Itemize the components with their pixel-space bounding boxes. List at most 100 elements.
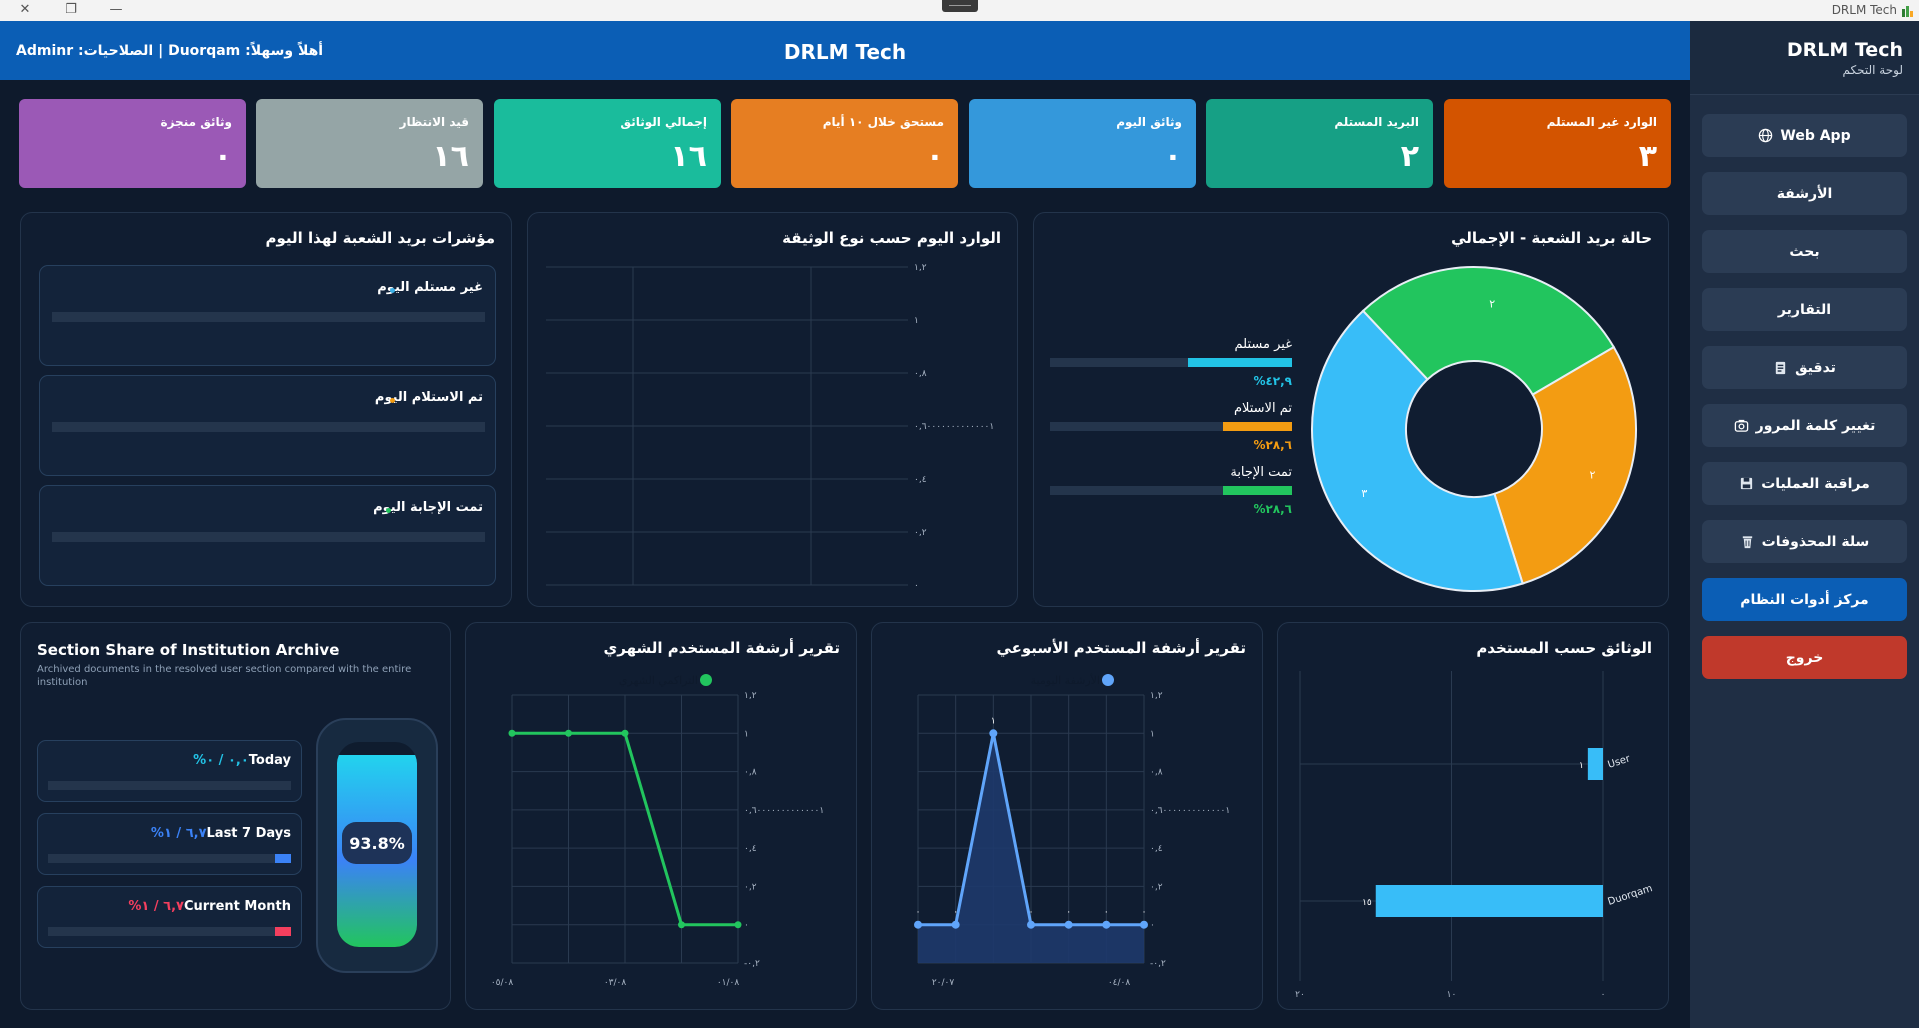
card-value: ٣ [1638,139,1657,174]
legend-swatch [1102,674,1114,686]
logout-label: خروج [1785,649,1824,666]
monthly-archive-chart: -٠,٢ ٠ ٠,٢ ٠,٤ ٠,٦٠٠٠٠٠٠٠٠٠٠٠٠٠١ ٠,٨ ١ ١,٢ ٠١/٠٨… [491,674,824,988]
operations-monitor-label: مراقبة العمليات [1761,475,1870,492]
globe-icon [1758,128,1773,143]
app-icon [1901,3,1915,17]
y-tick-label: ٠,٤ [1150,844,1163,854]
panel-title: تقرير أرشفة المستخدم الشهري [603,639,840,657]
data-point [565,729,572,737]
share-subtitle: Archived documents in the resolved user … [37,664,412,688]
y-tick-label: ٠ [744,921,749,931]
x-tick-label: ٢٠/٠٧ [932,978,955,988]
card-label: وثائق منجزة [160,115,233,129]
legend-percent: %٢٨,٦ [1253,502,1292,516]
system-tools-button[interactable]: مركز أدوات النظام [1702,578,1907,621]
system-tools-label: مركز أدوات النظام [1740,591,1869,608]
share-row-bar [48,854,291,863]
legend-bar [1050,358,1292,367]
indicator-label: تمت الإجابة اليوم [373,500,483,515]
archiving-button[interactable]: الأرشفة [1702,172,1907,215]
share-row-bar [48,781,291,790]
restore-window-icon[interactable]: ❐ [65,2,77,17]
change-password-button[interactable]: تغيير كلمة المرور [1702,404,1907,447]
data-point [989,729,998,738]
y-tick-label: -٠,٢ [744,959,760,969]
legend-percent: %٢٨,٦ [1253,438,1292,452]
monthly-archive-panel: تقرير أرشفة المستخدم الشهري -٠,٢ ٠ ٠,٢ ٠,٤ ٠… [465,622,857,1010]
card-label: وثائق اليوم [1116,115,1182,129]
share-row-value: %٠,٠ / ٠ [193,753,249,768]
card-value: ٢ [1400,139,1419,174]
card-total-documents[interactable]: إجمالي الوثائق ١٦ [494,99,721,188]
indicator-answered-today: تمت الإجابة اليوم [39,485,496,586]
bar-value-label: ١٥ [1362,898,1372,908]
documents-by-user-chart: ٠ ١٠ ٢٠ ١ User ١٥ Duorqam [1295,671,1654,1000]
card-value: ٠ [213,139,232,174]
minimize-window-icon[interactable]: — [109,2,123,17]
indicator-dot [390,398,395,403]
recycle-bin-label: سلة المحذوفات [1761,533,1870,550]
recycle-bin-button[interactable]: سلة المحذوفات [1702,520,1907,563]
point-value-label: ٠ [1029,908,1034,918]
bar-value-label: ١ [1579,761,1584,771]
point-value-label: ٠ [1066,908,1071,918]
card-label: قيد الانتظار [399,115,469,129]
web-app-button[interactable]: Web App [1702,114,1907,157]
header-brand: DRLM Tech [783,40,907,64]
section-mail-status-panel: حالة بريد الشعبة - الإجمالي ٢ ٢ ٣ غير مستل… [1033,212,1669,607]
sidebar-header: DRLM Tech لوحة التحكم [1690,21,1919,95]
share-row-label: Current Month [183,899,291,914]
share-row-last-7-days: %٦,٧ / ١Last 7 Days [37,813,302,875]
card-unreceived-incoming[interactable]: الوارد غير المستلم ٣ [1444,99,1671,188]
card-due-10-days[interactable]: مستحق خلال ١٠ أيام ٠ [731,99,958,188]
share-gauge-value: 93.8% [342,822,412,864]
point-value-label: ٠ [916,908,921,918]
share-title: Section Share of Institution Archive [37,641,340,659]
share-row-value: %٦,٧ / ١ [150,826,207,841]
daily-indicators-panel: مؤشرات بريد الشعبة لهذا اليوم غير مستلم … [20,212,512,607]
search-label: بحث [1789,243,1820,260]
card-pending[interactable]: قيد الانتظار ١٦ [256,99,483,188]
reports-label: التقارير [1777,301,1832,318]
card-label: إجمالي الوثائق [620,115,707,129]
search-button[interactable]: بحث [1702,230,1907,273]
operations-monitor-button[interactable]: مراقبة العمليات [1702,462,1907,505]
card-today-documents[interactable]: وثائق اليوم ٠ [969,99,1196,188]
close-window-icon[interactable]: ✕ [19,2,31,17]
reports-button[interactable]: التقارير [1702,288,1907,331]
y-tick-label: ٠,٦٠٠٠٠٠٠٠٠٠٠٠٠٠١ [744,806,824,816]
slice-value-label: ٢ [1590,469,1596,482]
legend-label: غير مستلم [1234,337,1292,352]
data-point [508,729,516,737]
y-tick-label: ٠,٨ [1150,768,1163,778]
x-tick-label: ٢٠ [1295,990,1305,1000]
sidebar-subtitle: لوحة التحكم [1842,63,1904,77]
y-tick-label: ١,٢ [914,263,927,273]
y-tick-label: ٠ [914,581,919,591]
sidebar-title: DRLM Tech [1786,39,1903,61]
legend-label: تم الاستلام [1233,401,1292,416]
indicator-label: غير مستلم اليوم [377,280,483,295]
camera-icon [1734,418,1749,433]
y-tick-label: -٠,٢ [1150,959,1166,969]
legend-bar [1050,486,1292,495]
card-received-mail[interactable]: البريد المستلم ٢ [1206,99,1433,188]
audit-label: تدقيق [1795,359,1836,376]
x-tick-label: ١٠ [1447,990,1457,1000]
card-value: ١٦ [670,139,707,174]
y-tick-label: ١ [744,729,749,739]
card-completed-documents[interactable]: وثائق منجزة ٠ [19,99,246,188]
share-row-value: %٦,٧ / ١ [128,899,184,914]
drag-handle[interactable] [942,0,978,12]
audit-button[interactable]: تدقيق [1702,346,1907,389]
card-label: الوارد غير المستلم [1546,115,1657,129]
data-point [1064,920,1073,929]
legend-swatch [700,674,712,686]
donut-slice [1311,309,1524,592]
indicator-dot [386,508,391,513]
card-value: ٠ [925,139,944,174]
logout-button[interactable]: خروج [1702,636,1907,679]
panel-title: الوثائق حسب المستخدم [1476,639,1652,657]
share-row-today: %٠,٠ / ٠Today [37,740,302,802]
